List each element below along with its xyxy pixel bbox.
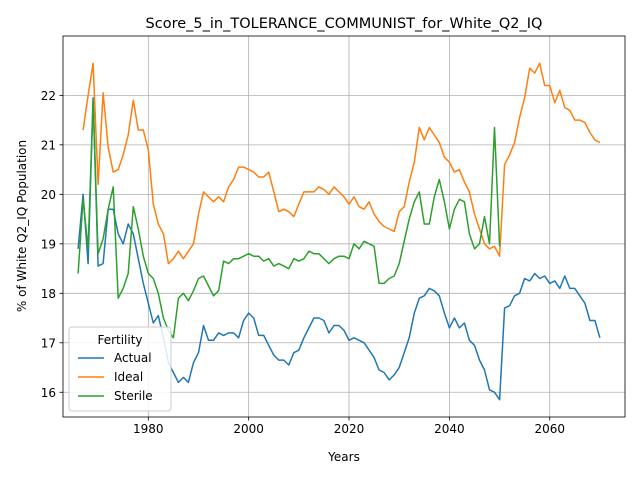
plot-frame	[62, 35, 626, 418]
x-tick-label: 2060	[534, 422, 565, 436]
y-axis-label: % of White Q2_IQ Population	[15, 140, 29, 312]
x-tick-label: 2040	[434, 422, 465, 436]
x-axis-label: Years	[327, 450, 360, 464]
y-tick-label: 21	[41, 138, 56, 152]
series-line-sterile	[77, 99, 501, 339]
chart-title: Score_5_in_TOLERANCE_COMMUNIST_for_White…	[146, 16, 543, 32]
x-tick-label: 2020	[334, 422, 365, 436]
legend-title: Fertility	[97, 333, 142, 347]
axis-ticks: 1980 2000 2020 2040 2060 16 17 18 19 20 21 22	[41, 89, 565, 436]
legend-entries: Actual Ideal Sterile	[78, 351, 153, 403]
y-tick-label: 20	[41, 188, 56, 202]
x-tick-label: 1980	[133, 422, 164, 436]
series-line-ideal	[82, 62, 601, 265]
x-tick-label: 2000	[233, 422, 264, 436]
y-tick-label: 17	[41, 336, 56, 350]
y-tick-label: 19	[41, 237, 56, 251]
legend-frame	[68, 326, 172, 412]
legend-label-sterile: Sterile	[114, 389, 153, 403]
y-tick-label: 18	[41, 287, 56, 301]
y-tick-label: 16	[41, 386, 56, 400]
y-tick-label: 22	[41, 89, 56, 103]
legend-label-ideal: Ideal	[114, 370, 143, 384]
legend-label-actual: Actual	[114, 351, 152, 365]
legend: Fertility Actual Ideal Sterile	[68, 326, 172, 412]
